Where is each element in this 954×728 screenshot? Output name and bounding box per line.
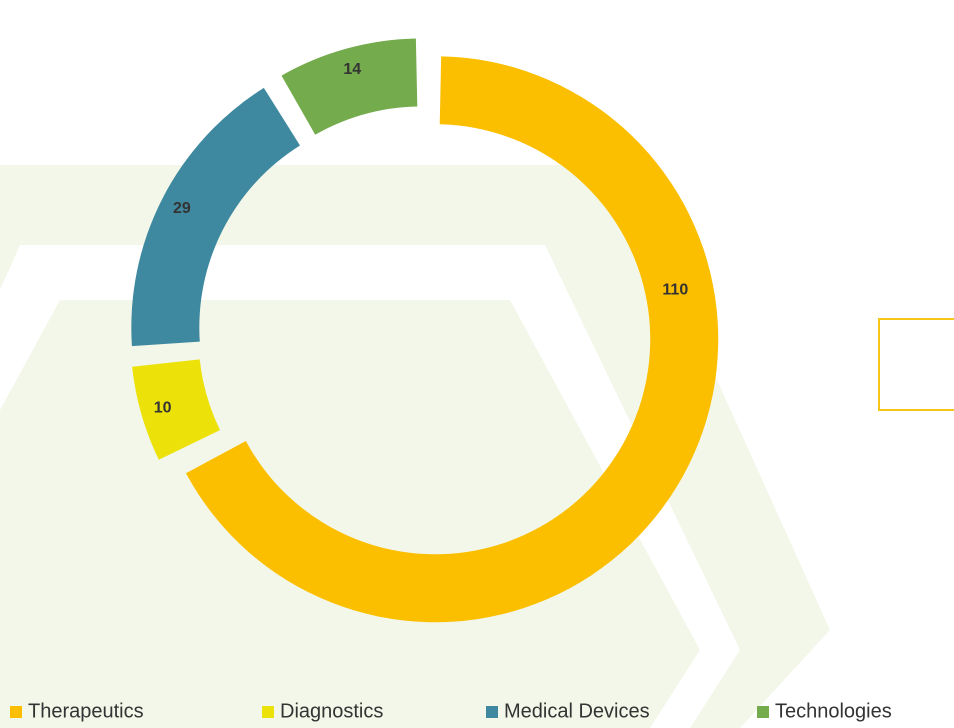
legend: Therapeutics Diagnostics Medical Devices Te…: [10, 700, 892, 722]
legend-swatch: [757, 706, 769, 718]
donut-segment: [132, 359, 220, 460]
legend-label: Technologies: [775, 700, 892, 722]
donut-segment: [131, 87, 300, 347]
legend-swatch: [486, 706, 498, 718]
legend-label: Medical Devices: [504, 700, 650, 722]
legend-label: Therapeutics: [28, 700, 144, 722]
data-label: 14: [343, 61, 361, 78]
data-label: 10: [154, 400, 172, 417]
legend-swatch: [262, 706, 274, 718]
donut-segment: [281, 38, 418, 135]
donut: 110 10 29 14: [131, 38, 719, 623]
data-label: 29: [173, 200, 191, 217]
legend-label: Diagnostics: [280, 700, 383, 722]
legend-swatch: [10, 706, 22, 718]
data-label: 110: [662, 282, 688, 299]
